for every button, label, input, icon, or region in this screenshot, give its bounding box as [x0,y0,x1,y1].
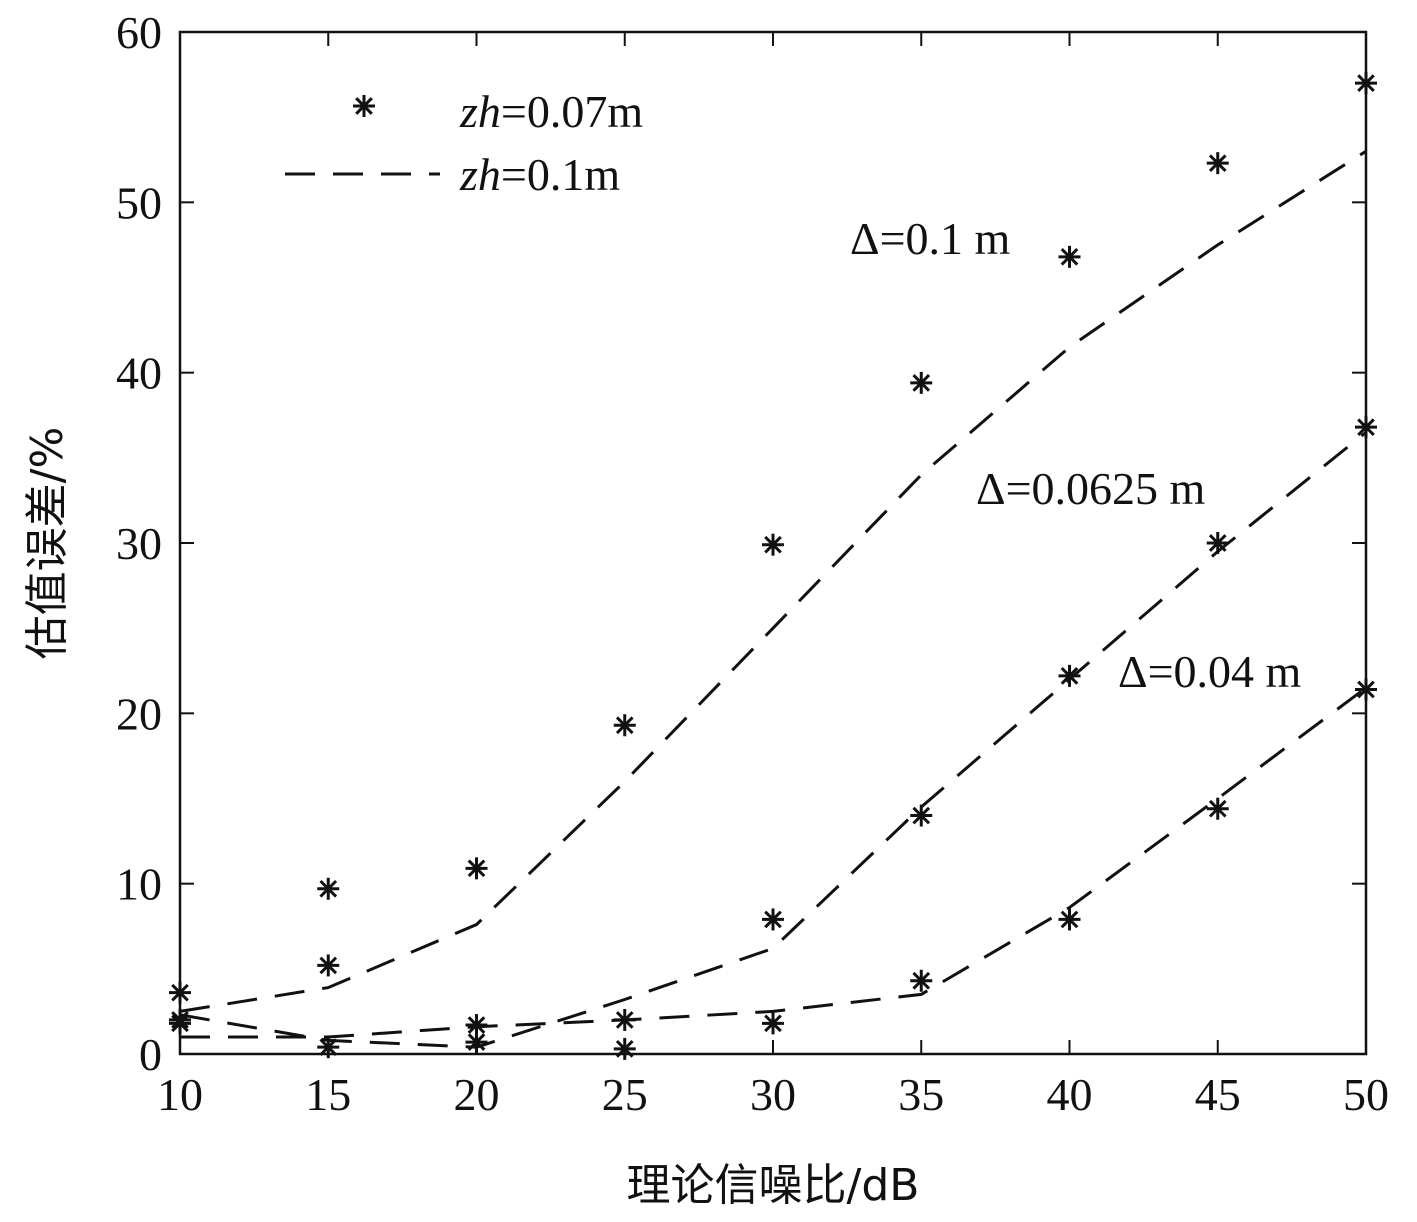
x-tick-label: 15 [305,1069,351,1120]
x-tick-label: 50 [1343,1069,1389,1120]
y-axis-title: 估值误差/% [22,427,73,660]
legend: zh=0.07m zh=0.1m [285,86,643,200]
x-tick-label: 25 [602,1069,648,1120]
y-tick-label: 30 [116,518,162,569]
star-marker [762,908,784,931]
y-tick-label: 20 [116,688,162,739]
star-marker [613,1008,636,1031]
star-marker [1058,908,1081,931]
star-marker [1355,678,1377,701]
star-marker [317,877,340,900]
star-marker [762,1012,784,1035]
star-marker [613,1037,636,1060]
y-tick-label: 0 [139,1029,162,1080]
star-marker [317,1036,340,1059]
star-marker [465,857,488,880]
series-lines [179,149,1367,1049]
star-marker [317,954,340,977]
legend-marker-icon [353,95,375,117]
x-tick-label: 10 [157,1069,203,1120]
dashed-series-line-2 [180,686,1367,1039]
series-markers [169,72,1377,1060]
star-marker [1355,72,1377,95]
x-tick-label: 40 [1047,1069,1093,1120]
star-marker [762,533,784,556]
star-marker [169,1012,191,1035]
x-axis-title: 理论信噪比/dB [627,1160,920,1211]
annotation-delta-0-1: Δ=0.1 m [850,213,1011,264]
star-marker [1206,797,1229,820]
star-marker [910,969,933,992]
star-marker [613,714,636,737]
star-marker [1355,416,1377,439]
star-marker [1058,245,1081,268]
y-tick-label: 50 [116,177,162,228]
annotation-delta-0-04: Δ=0.04 m [1118,646,1302,697]
x-tick-label: 20 [454,1069,500,1120]
y-tick-label: 60 [116,7,162,58]
x-tick-label: 30 [750,1069,796,1120]
y-tick-label: 10 [116,859,162,910]
legend-star-marker [353,95,375,117]
star-marker [910,371,933,394]
star-marker [169,981,191,1004]
legend-label-star: zh=0.07m [459,86,643,137]
star-marker [465,1031,488,1054]
x-tick-label: 45 [1195,1069,1241,1120]
y-tick-label: 40 [116,348,162,399]
star-marker [1206,152,1229,175]
legend-label-dash: zh=0.1m [459,149,620,200]
x-tick-label: 35 [898,1069,944,1120]
annotation-delta-0-0625: Δ=0.0625 m [976,463,1206,514]
dashed-series-line-0 [179,149,1367,1013]
dashed-series-line-1 [179,431,1367,1049]
star-marker [1058,664,1081,687]
star-marker [1206,532,1229,554]
star-marker [910,804,933,827]
